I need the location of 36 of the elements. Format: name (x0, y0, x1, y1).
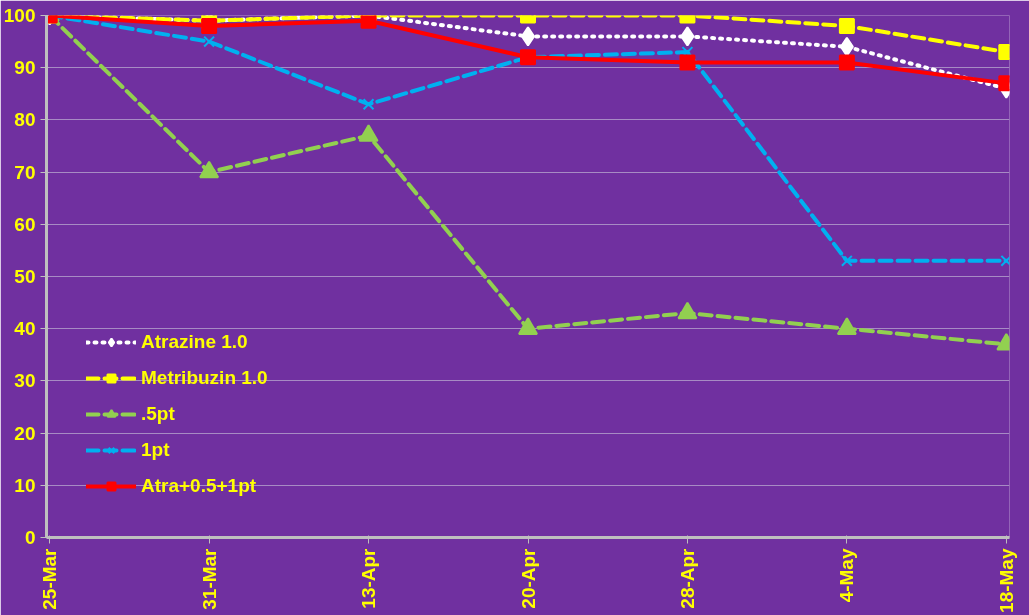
x-tick-label: 28-Apr (676, 547, 698, 609)
legend-label: .5pt (141, 403, 175, 425)
y-tick-label: 80 (14, 109, 36, 131)
x-tick-label: 20-Apr (517, 547, 539, 609)
y-tick-label: 60 (14, 213, 36, 235)
x-tick-label: 25-Mar (39, 547, 61, 610)
y-tick-label: 30 (14, 370, 36, 392)
x-tick-label: 31-Mar (198, 547, 220, 610)
x-tick-label: 13-Apr (358, 547, 380, 609)
point (362, 98, 375, 111)
y-tick-label: 20 (14, 422, 36, 444)
point (838, 54, 855, 71)
y-tick-label: 90 (14, 57, 36, 79)
point (680, 26, 695, 47)
point (199, 160, 220, 179)
point (838, 17, 855, 34)
point (679, 54, 696, 71)
point (358, 124, 379, 142)
y-tick-label: 70 (14, 161, 36, 183)
legend-label: 1pt (141, 439, 170, 461)
point (840, 254, 853, 267)
y-tick-label: 50 (14, 266, 36, 287)
x-tick-label: 4-May (836, 548, 858, 603)
y-tick-label: 40 (14, 318, 36, 340)
point (839, 36, 854, 57)
point (518, 317, 538, 335)
point (836, 317, 857, 335)
legend-label: Metribuzin 1.0 (141, 367, 268, 389)
legend-label: Atrazine 1.0 (141, 331, 248, 353)
point (677, 301, 698, 320)
x-tick-label: 18-May (995, 548, 1017, 613)
y-tick-label: 0 (24, 527, 36, 548)
legend-label: Atra+0.5+1pt (141, 475, 257, 497)
y-tick-label: 10 (14, 474, 36, 496)
y-tick-label: 100 (3, 5, 36, 26)
point (203, 35, 216, 48)
